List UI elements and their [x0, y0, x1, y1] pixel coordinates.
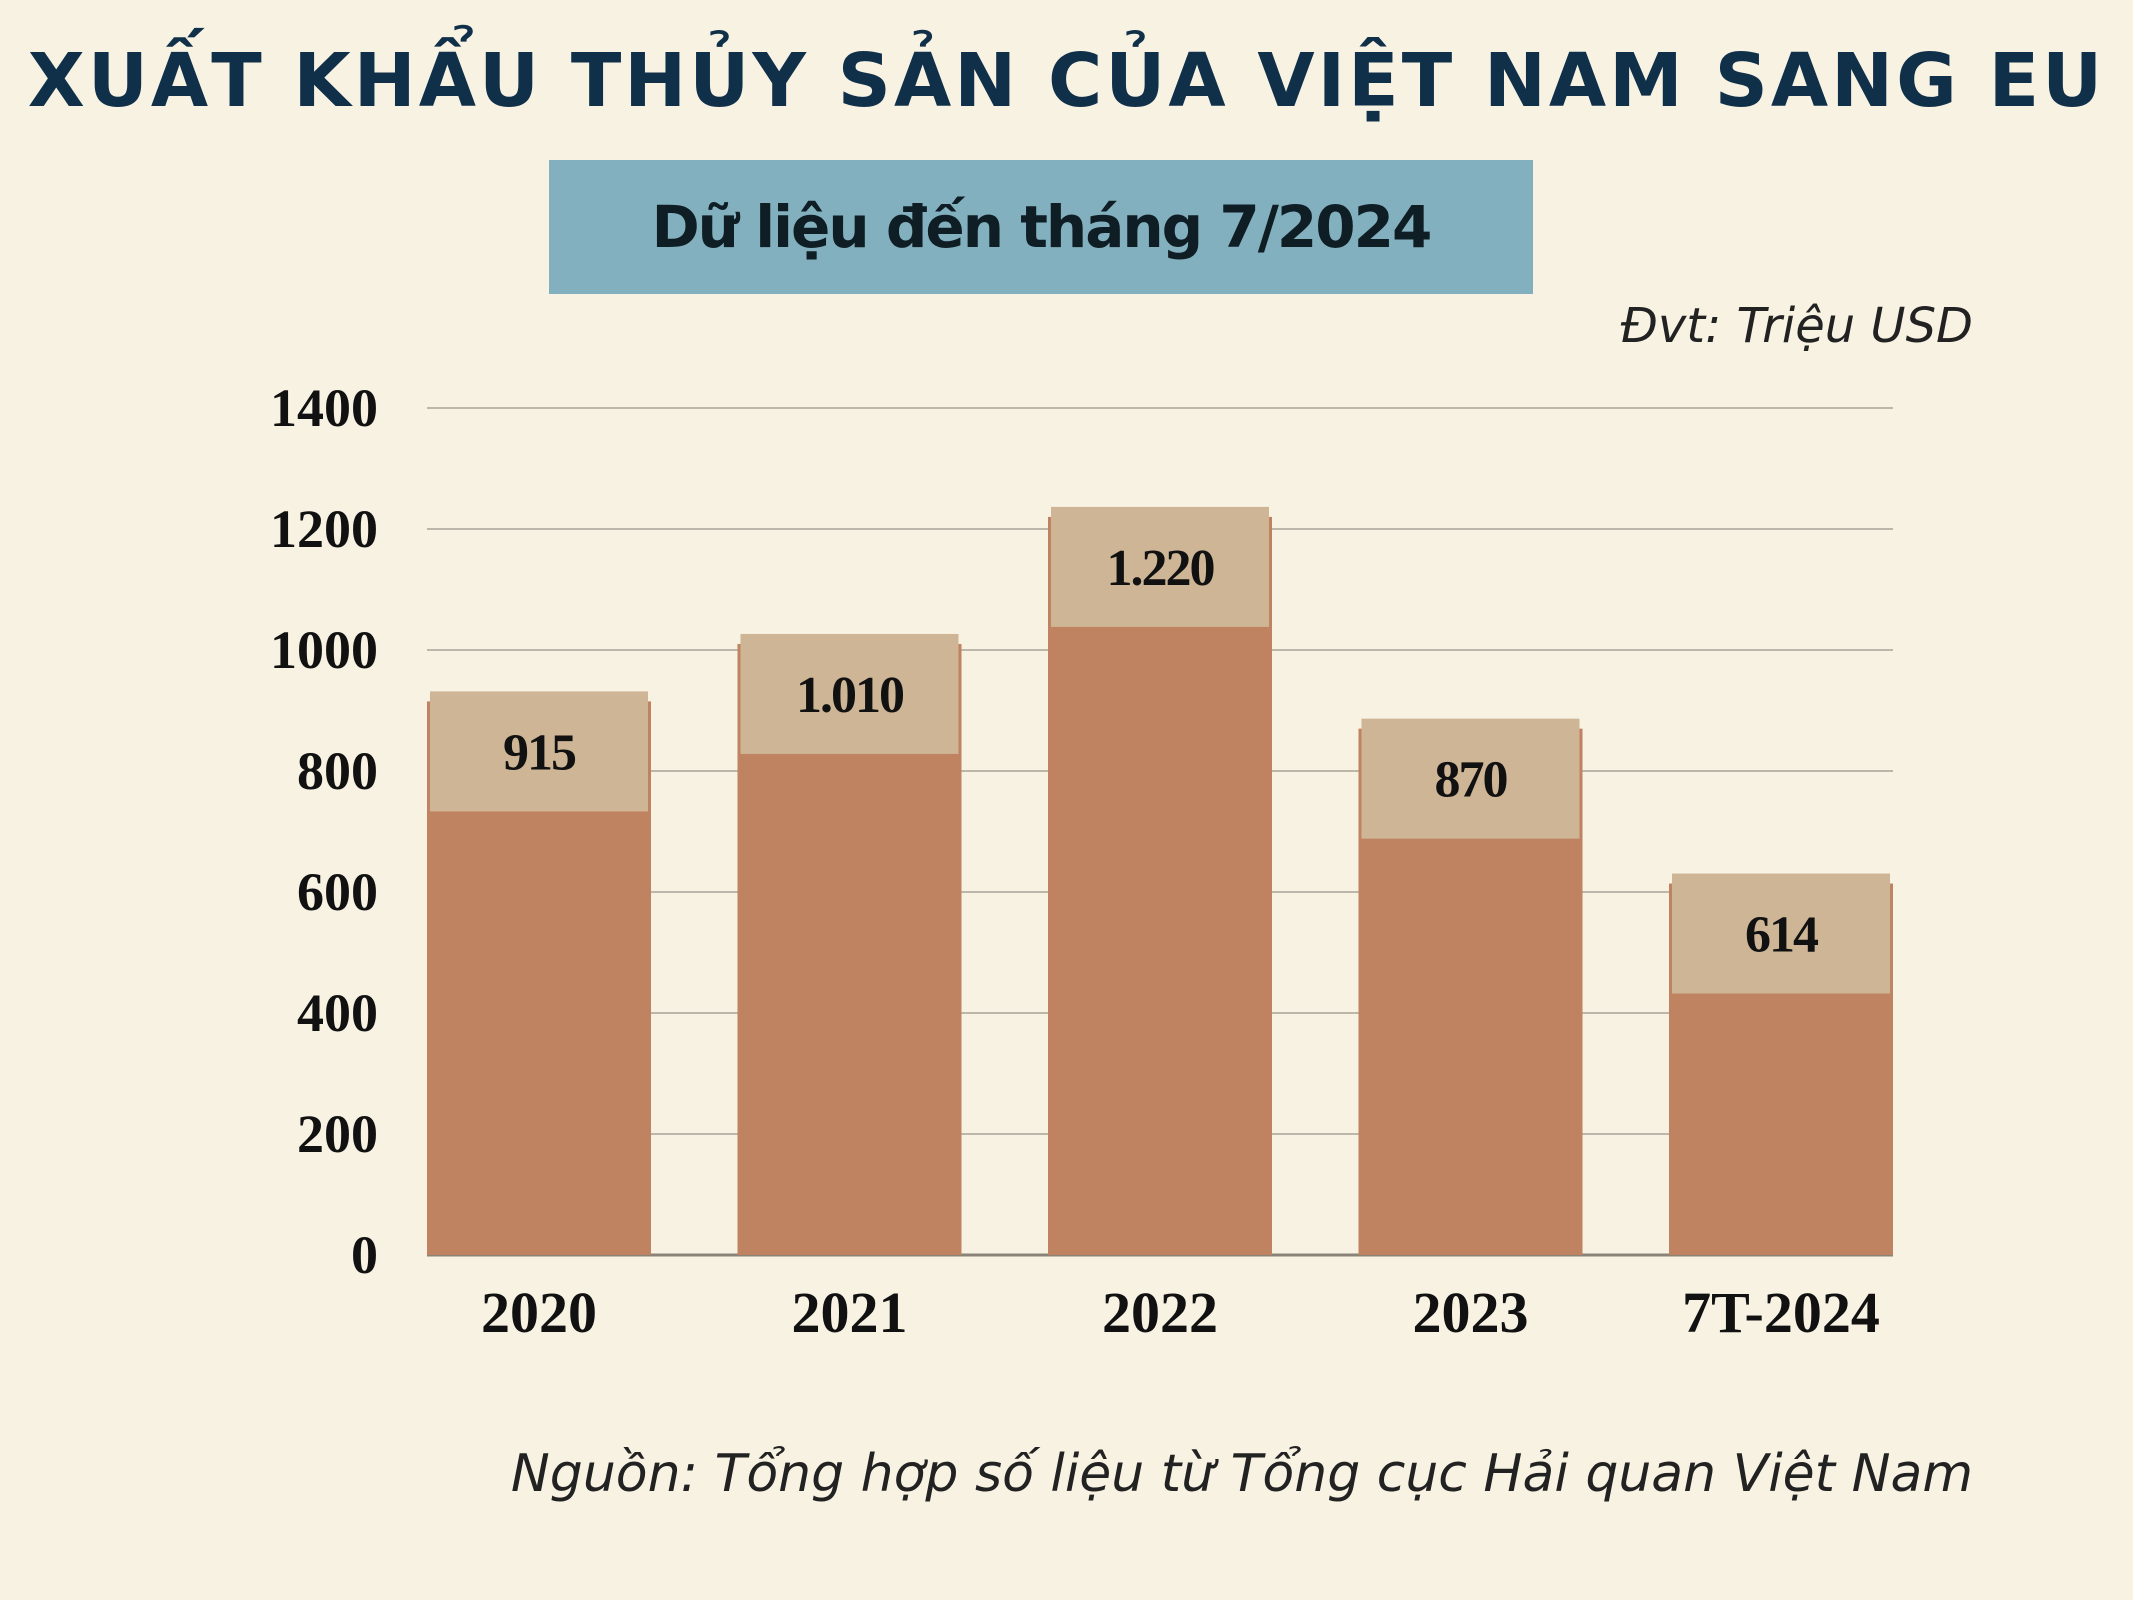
- y-tick-label: 1200: [270, 499, 378, 559]
- y-tick-label: 600: [297, 862, 378, 922]
- chart-subtitle: Dữ liệu đến tháng 7/2024: [651, 193, 1433, 261]
- y-tick-label: 1400: [270, 378, 378, 438]
- data-label: 614: [1745, 907, 1819, 964]
- subtitle-box: Dữ liệu đến tháng 7/2024: [549, 160, 1533, 294]
- y-tick-label: 200: [297, 1104, 378, 1164]
- bar: [1048, 516, 1272, 1255]
- data-label-box: [1672, 873, 1890, 994]
- data-label: 1.010: [796, 667, 904, 724]
- y-tick-label: 400: [297, 983, 378, 1043]
- y-tick-label: 1000: [270, 620, 378, 680]
- unit-label: Đvt: Triệu USD: [1620, 298, 1973, 354]
- data-label-box: [430, 691, 648, 812]
- data-label: 915: [503, 724, 576, 781]
- data-label-box: [1051, 506, 1269, 627]
- chart-title: XUẤT KHẨU THỦY SẢN CỦA VIỆT NAM SANG EU: [27, 38, 2106, 124]
- data-label: 1.220: [1107, 540, 1215, 597]
- data-label: 870: [1435, 752, 1508, 809]
- y-axis: 0 200 400 600 800 1000 1200 1400: [270, 378, 378, 1285]
- bar-layer: 915 1.010 1.220 870 614: [427, 506, 1893, 1255]
- data-label-box: [1361, 718, 1580, 839]
- x-tick-label: 2022: [1102, 1280, 1218, 1345]
- y-tick-label: 800: [297, 741, 378, 801]
- x-axis: 2020 2021 2022 2023 7T-2024: [481, 1280, 1880, 1345]
- x-tick-label: 2020: [481, 1280, 597, 1345]
- y-tick-label: 0: [351, 1225, 378, 1285]
- source-note: Nguồn: Tổng hợp số liệu từ Tổng cục Hải …: [510, 1444, 1973, 1504]
- x-tick-label: 7T-2024: [1682, 1280, 1880, 1345]
- x-tick-label: 2021: [792, 1280, 908, 1345]
- x-tick-label: 2023: [1413, 1280, 1529, 1345]
- data-label-box: [740, 633, 959, 754]
